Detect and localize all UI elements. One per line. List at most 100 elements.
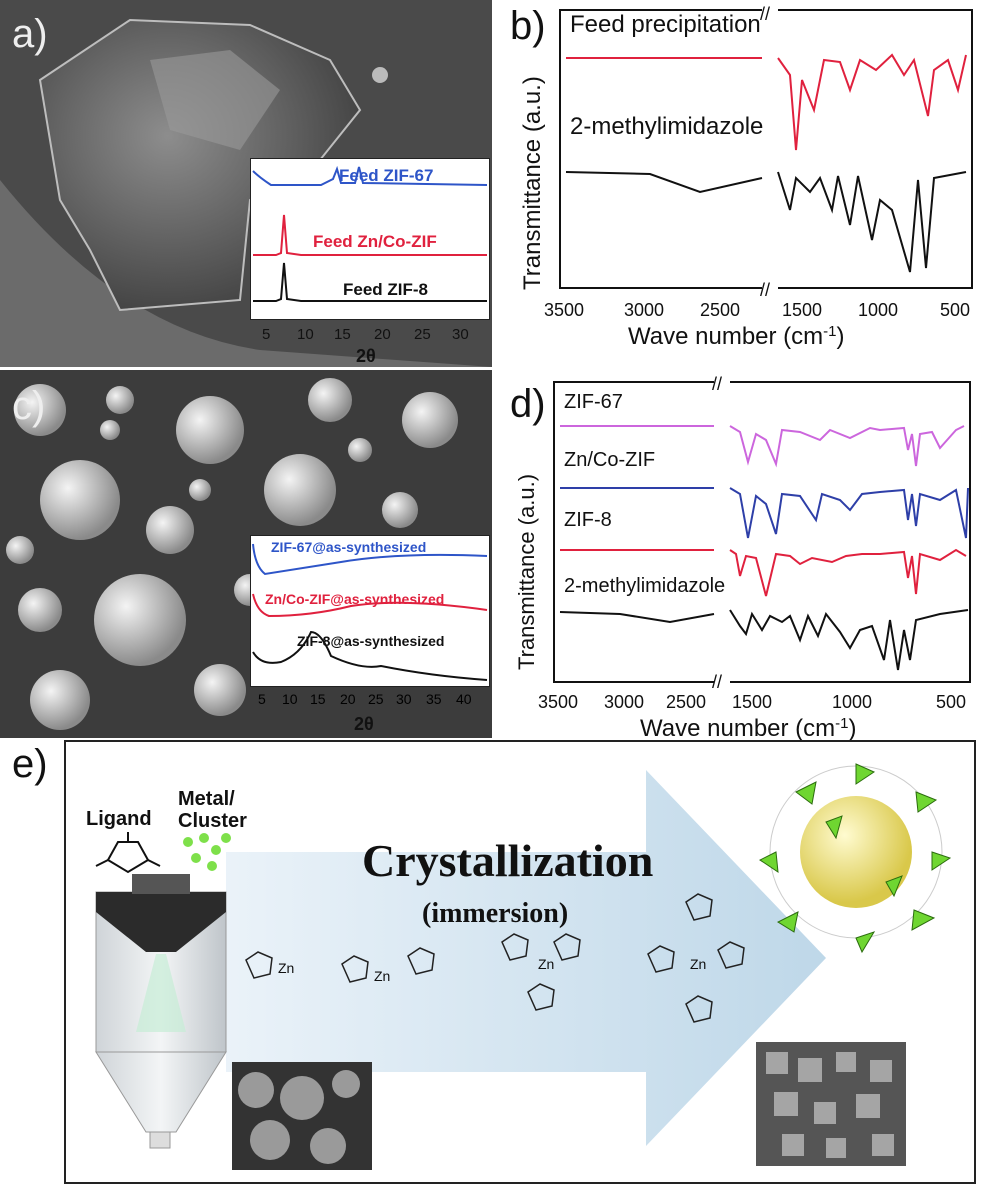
ligand-label: Ligand [86, 808, 152, 830]
xlabel-b-end: ) [837, 323, 845, 350]
curve-zif-8-as [252, 630, 488, 681]
curve-feed-zn-co-zif [253, 214, 487, 256]
tick-c-10: 10 [282, 691, 298, 707]
panel-b-label: b) [510, 4, 546, 48]
panel-c-label: c) [12, 384, 46, 428]
zn-atom-3: Zn [538, 956, 555, 972]
tick-c-30: 30 [396, 691, 412, 707]
curve-zif-67-as [252, 543, 488, 576]
tick-c-20: 20 [340, 691, 356, 707]
panel-d-label: d) [510, 382, 546, 426]
curve-zif-8-d [560, 548, 967, 597]
xlabel-c: 2θ [354, 714, 374, 734]
label-zif-8-d: ZIF-8 [564, 509, 612, 531]
zif-cage-structure [759, 763, 952, 954]
panel-a-label: a) [12, 12, 48, 56]
tick-a-15: 15 [334, 326, 351, 343]
tick-b-2500: 2500 [700, 300, 740, 320]
tick-b-3500: 3500 [544, 300, 584, 320]
label-feed-zn-co-zif: Feed Zn/Co-ZIF [313, 232, 437, 251]
tick-a-30: 30 [452, 326, 469, 343]
break-mark-top-d: // [712, 374, 722, 394]
xlabel-d: Wave number (cm-1) [640, 715, 857, 740]
tick-d-3000: 3000 [604, 692, 644, 712]
curve-zif-67-d [560, 425, 965, 468]
xlabel-b-sup: -1 [823, 323, 836, 340]
curve-feed-zif-67 [252, 165, 488, 186]
panel-c-axis: 5 10 15 20 25 30 35 40 2θ [258, 691, 472, 734]
metal-cluster-label-2: Cluster [178, 810, 247, 832]
panel-e-schematic: Ligand Metal/ Cluster Crystallization (i… [64, 740, 976, 1184]
xlabel-b: Wave number (cm-1) [628, 323, 845, 350]
xlabel-d-main: Wave number (cm [640, 715, 835, 740]
tick-d-3500: 3500 [538, 692, 578, 712]
ylabel-d: Transmittance (a.u.) [514, 474, 539, 670]
plot-frame-d [553, 381, 971, 683]
curve-2-methylimidazole-b [565, 171, 967, 273]
curve-2-methylimidazole-d [559, 609, 969, 671]
ylabel-b: Transmittance (a.u.) [519, 76, 546, 290]
ftir-chart-b: // // Feed precipitation 2-methylimidazo… [519, 2, 973, 350]
curve-zn-co-zif-d [560, 487, 969, 539]
tick-d-1000: 1000 [832, 692, 872, 712]
spray-dryer-tower [95, 874, 227, 1149]
panel-d: d) // // ZIF-67 Zn/Co-ZIF ZIF-8 2-methyl… [500, 370, 981, 740]
tick-a-10: 10 [297, 326, 314, 343]
xrd-inset-a: Feed ZIF-67 Feed Zn/Co-ZIF Feed ZIF-8 [252, 165, 488, 302]
label-feed-zif-67: Feed ZIF-67 [339, 166, 433, 185]
tick-a-20: 20 [374, 326, 391, 343]
break-mark-bottom-d: // [712, 672, 722, 692]
panel-a-inset: Feed ZIF-67 Feed Zn/Co-ZIF Feed ZIF-8 [250, 158, 490, 320]
tick-c-15: 15 [310, 691, 326, 707]
panel-c: c) ZIF-67@as-synthesized Zn/Co-ZIF@as-sy… [0, 370, 492, 738]
break-mark-bottom-b: // [760, 280, 770, 300]
panel-c-inset: ZIF-67@as-synthesized Zn/Co-ZIF@as-synth… [250, 535, 490, 687]
crystallization-arrow [226, 770, 826, 1146]
tick-a-5: 5 [262, 326, 270, 343]
molecule-chain [245, 893, 745, 1023]
label-feed-precipitation: Feed precipitation [570, 11, 761, 38]
axis-break-b [762, 2, 778, 300]
zn-atom-2: Zn [374, 968, 391, 984]
tick-b-500: 500 [940, 300, 970, 320]
xrd-inset-c: ZIF-67@as-synthesized Zn/Co-ZIF@as-synth… [252, 539, 488, 681]
metal-cluster-label-1: Metal/ [178, 788, 235, 810]
panel-b: b) // // Feed precipitation 2-methylimid… [500, 0, 981, 367]
xlabel-d-sup: -1 [835, 715, 848, 732]
tick-c-5: 5 [258, 691, 266, 707]
tick-c-35: 35 [426, 691, 442, 707]
crystallization-title: Crystallization [362, 835, 654, 886]
schematic-drawing [95, 763, 952, 1170]
break-mark-top-b: // [760, 4, 770, 24]
tick-d-2500: 2500 [666, 692, 706, 712]
ligand-structure-icon [95, 832, 161, 874]
tick-a-25: 25 [414, 326, 431, 343]
tick-d-1500: 1500 [732, 692, 772, 712]
label-zn-co-zif-as: Zn/Co-ZIF@as-synthesized [265, 591, 444, 607]
label-zif-8-as: ZIF-8@as-synthesized [297, 633, 444, 649]
label-2-methylimidazole-d: 2-methylimidazole [564, 575, 725, 597]
curve-zn-co-zif-as [252, 593, 488, 618]
tick-d-500: 500 [936, 692, 966, 712]
tick-c-40: 40 [456, 691, 472, 707]
xlabel-a: 2θ [356, 346, 376, 366]
tick-b-1000: 1000 [858, 300, 898, 320]
tick-b-3000: 3000 [624, 300, 664, 320]
label-zif-67-d: ZIF-67 [564, 391, 623, 413]
zn-atom-4: Zn [690, 956, 707, 972]
metal-cluster-icon [183, 833, 231, 871]
ftir-chart-d: // // ZIF-67 Zn/Co-ZIF ZIF-8 2-methylimi… [514, 374, 971, 740]
curve-feed-precipitation [566, 53, 967, 151]
panel-a-axis: 5 10 15 20 25 30 2θ [262, 326, 469, 366]
zn-atom-1: Zn [278, 960, 295, 976]
label-2-methylimidazole-b: 2-methylimidazole [570, 113, 763, 140]
axis-break-d [714, 374, 730, 690]
xlabel-b-main: Wave number (cm [628, 323, 823, 350]
tick-b-1500: 1500 [782, 300, 822, 320]
curve-feed-zif-8 [253, 262, 487, 302]
label-zn-co-zif-d: Zn/Co-ZIF [564, 449, 655, 471]
tick-c-25: 25 [368, 691, 384, 707]
panel-e-label: e) [12, 742, 48, 786]
panel-a: a) Feed ZIF-67 Feed Zn/Co-ZIF Feed ZIF-8… [0, 0, 492, 367]
xlabel-d-end: ) [849, 715, 857, 740]
